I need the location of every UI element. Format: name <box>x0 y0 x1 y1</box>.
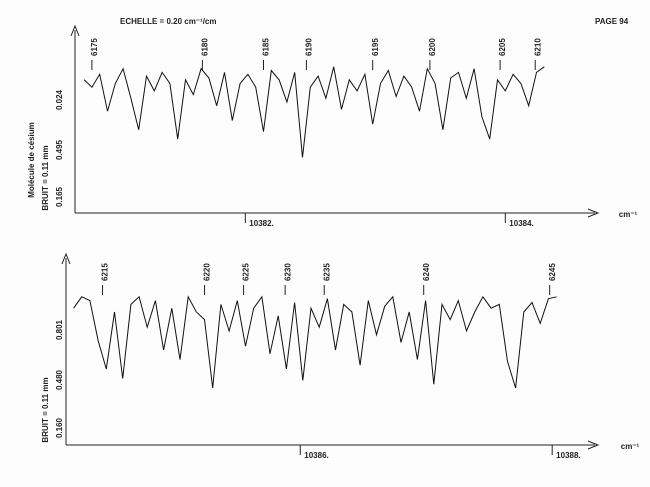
line-label: 6235 <box>322 263 331 281</box>
x-unit: cm⁻¹ <box>621 442 640 451</box>
spectrum-line <box>73 295 557 389</box>
side-label: 0.024 <box>55 89 64 110</box>
scale-label: ECHELLE = 0.20 cm⁻¹/cm <box>120 17 216 26</box>
x-tick-label: 10386. <box>304 451 328 460</box>
line-label: 6215 <box>101 263 110 281</box>
side-label: 0.165 <box>55 186 64 207</box>
line-label: 6195 <box>371 38 380 56</box>
axes-2 <box>61 252 600 450</box>
line-label: 6220 <box>203 263 212 281</box>
line-label: 6175 <box>90 38 99 56</box>
line-label: 6205 <box>498 38 507 56</box>
line-label: 6230 <box>283 263 292 281</box>
line-label: 6180 <box>201 38 210 56</box>
x-tick-label: 10384. <box>509 219 533 228</box>
side-label: BRUIT = 0.11 mm <box>41 377 50 442</box>
side-label: 0.480 <box>55 369 64 390</box>
side-label: 0.801 <box>55 319 64 340</box>
line-label: 6225 <box>242 263 251 281</box>
x-unit: cm⁻¹ <box>619 210 638 219</box>
spectrum-line <box>83 66 545 158</box>
side-label: 0.160 <box>55 417 64 438</box>
line-label: 6200 <box>428 38 437 56</box>
side-label: 0.495 <box>55 139 64 160</box>
x-tick-label: 10382. <box>249 219 273 228</box>
line-label: 6190 <box>305 38 314 56</box>
axes-1 <box>70 24 600 218</box>
page-number: PAGE 94 <box>595 17 629 26</box>
side-label: BRUIT = 0.11 mm <box>41 145 50 210</box>
x-tick-label: 10388. <box>556 451 580 460</box>
line-label: 6185 <box>262 38 271 56</box>
line-label: 6210 <box>533 38 542 56</box>
side-label: Molécule de césium <box>27 122 36 198</box>
line-label: 6240 <box>422 263 431 281</box>
line-label: 6245 <box>548 263 557 281</box>
